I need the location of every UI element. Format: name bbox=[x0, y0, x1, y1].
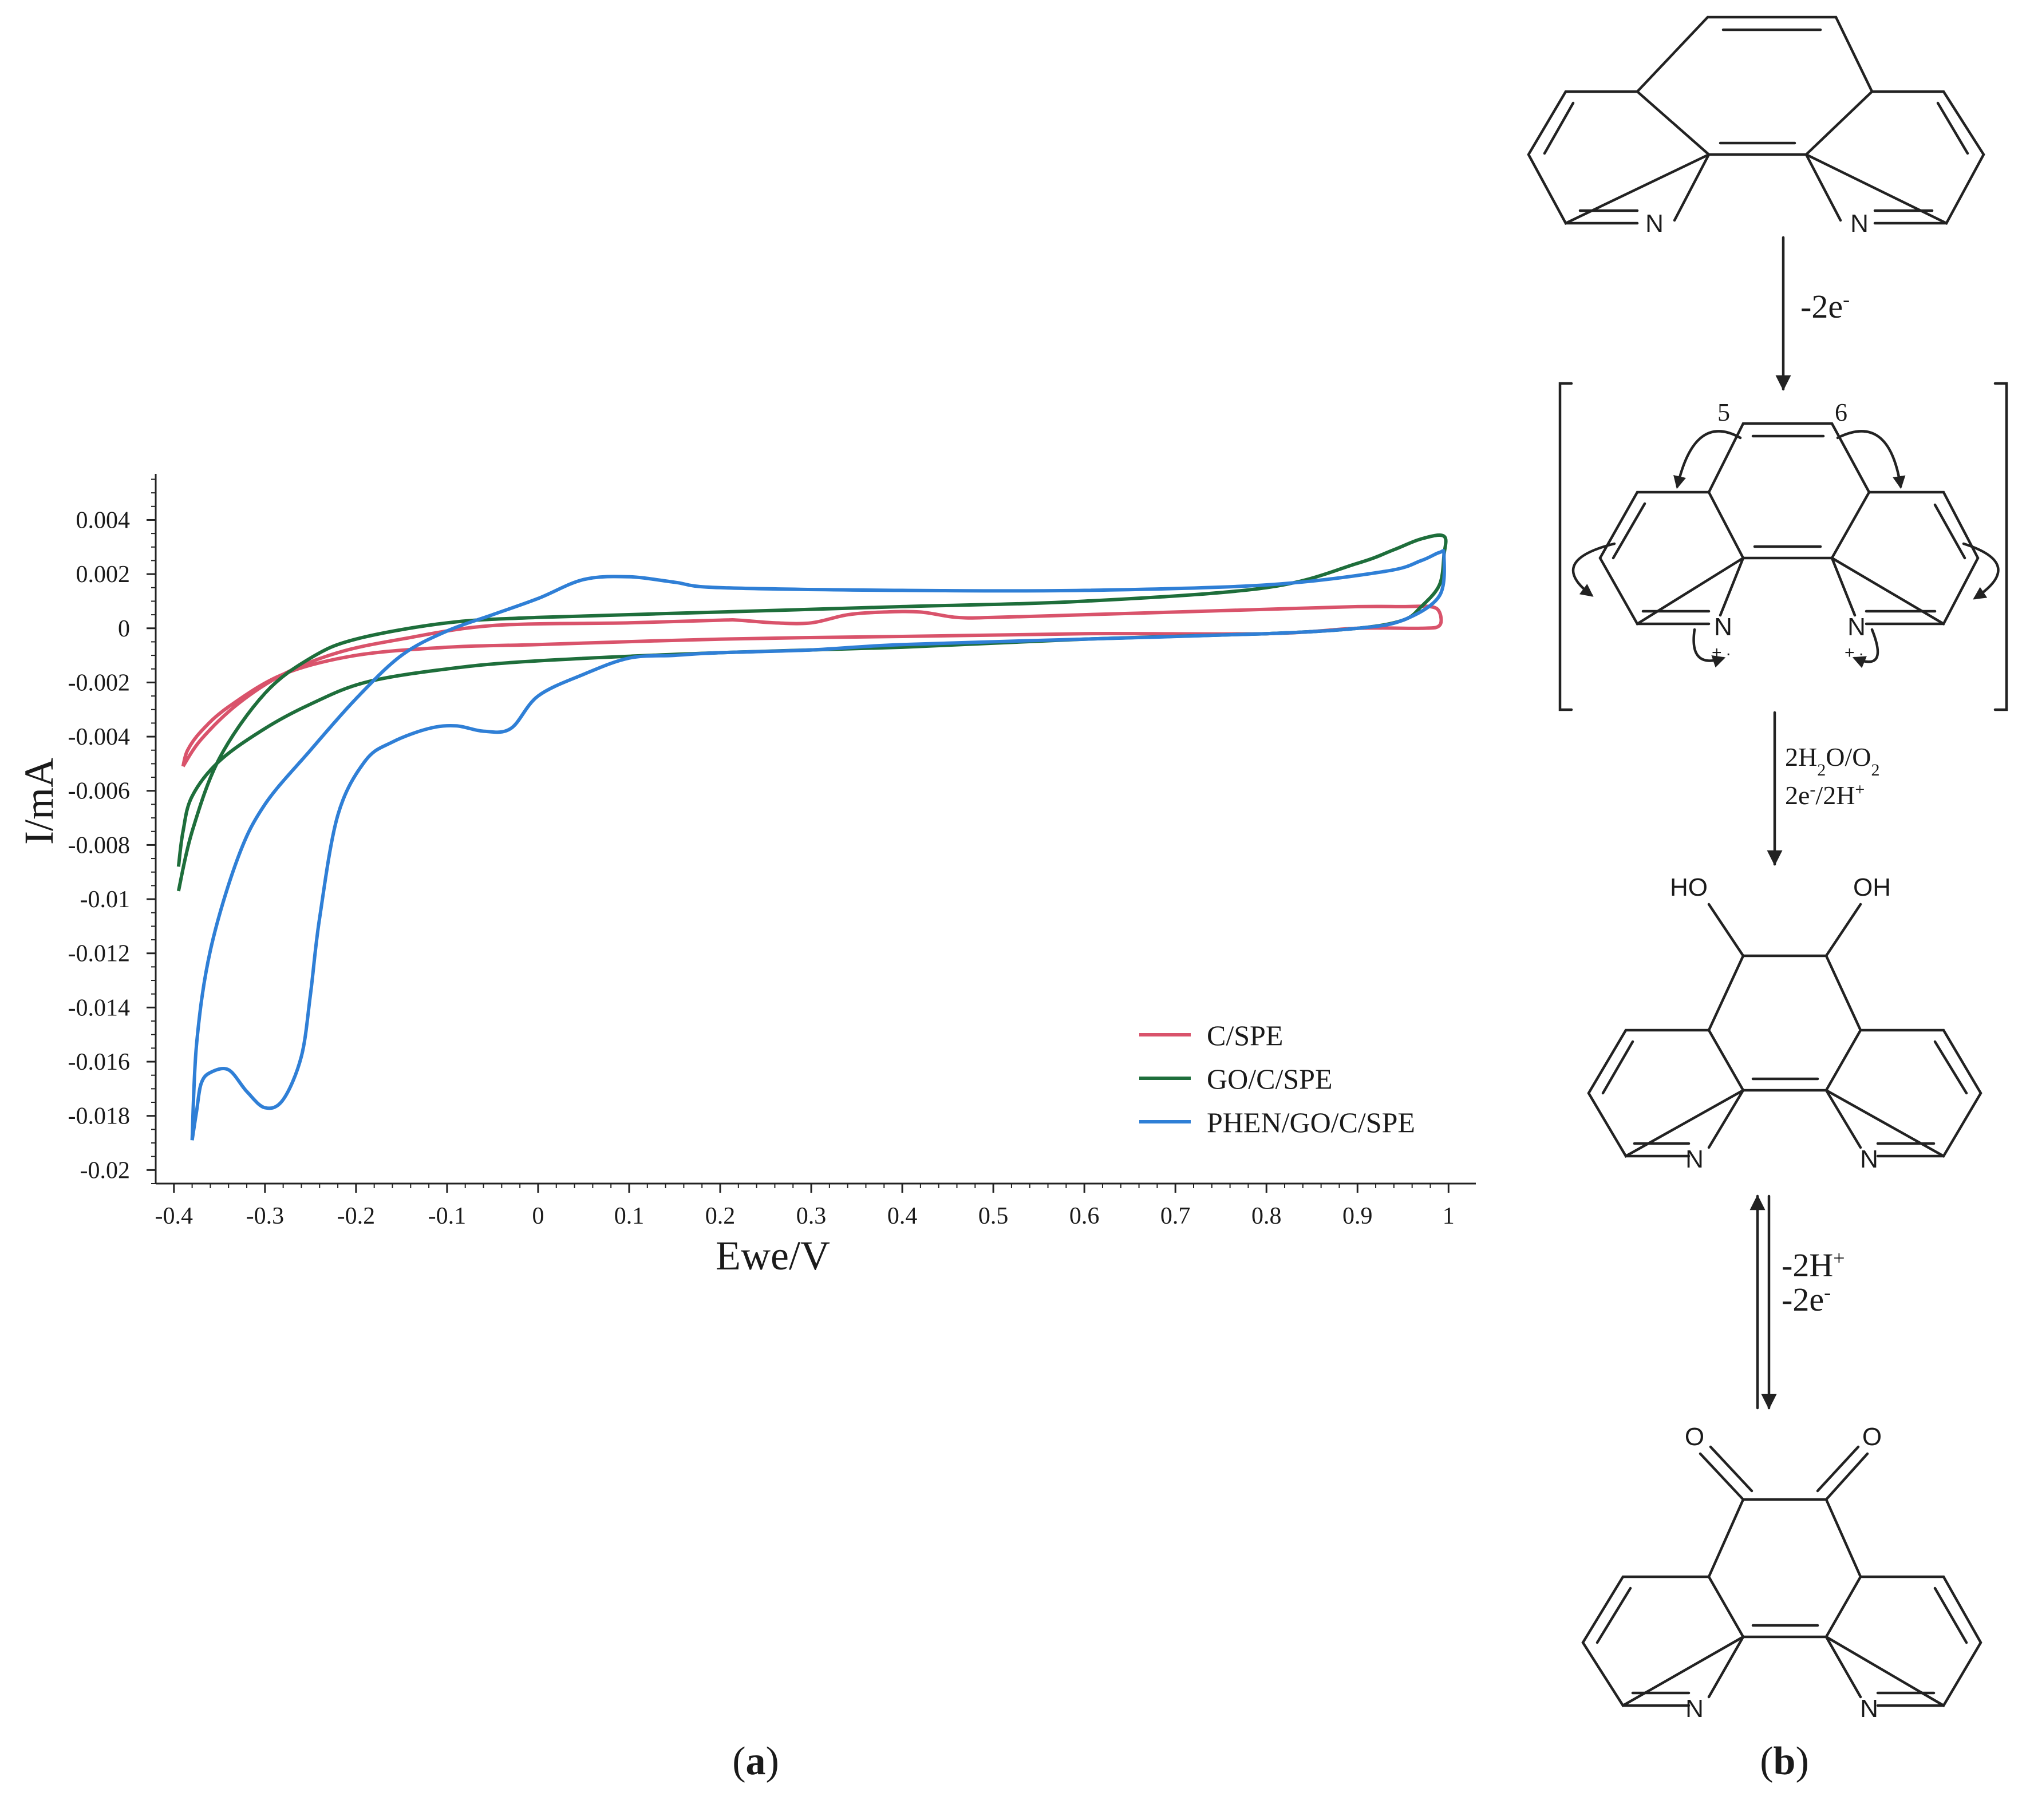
charge-right: + bbox=[1845, 643, 1855, 662]
x-tick-label: 0.5 bbox=[978, 1203, 1009, 1229]
y-tick-label: -0.01 bbox=[80, 887, 131, 913]
legend: C/SPE GO/C/SPE PHEN/GO/C/SPE bbox=[1139, 1019, 1415, 1138]
panel-a-label: (a) bbox=[732, 1739, 779, 1783]
x-tick-label: 0.6 bbox=[1069, 1203, 1100, 1229]
x-tick-label: 0.4 bbox=[887, 1203, 918, 1229]
step2-label-line2: 2e-/2H+ bbox=[1785, 780, 1865, 810]
atom-n-right-cation: N bbox=[1847, 613, 1866, 641]
series-line-c-spe bbox=[181, 604, 1443, 767]
step2-label-line1: 2H2O/O2 bbox=[1785, 742, 1879, 780]
atom-o-right: O bbox=[1862, 1423, 1882, 1451]
atom-ho: HO bbox=[1670, 873, 1708, 901]
atom-n-left-cation: N bbox=[1714, 613, 1732, 641]
x-tick-label: 1 bbox=[1443, 1203, 1455, 1229]
step3-label-line2: -2e- bbox=[1782, 1281, 1831, 1318]
y-axis-title: I/mA bbox=[16, 758, 62, 845]
atom-n-left: N bbox=[1645, 209, 1664, 238]
chart-series bbox=[176, 533, 1448, 1141]
legend-label-phen-go-c-spe: PHEN/GO/C/SPE bbox=[1207, 1106, 1415, 1138]
series-line-phen-go-c-spe bbox=[190, 549, 1446, 1141]
x-tick-label: -0.1 bbox=[428, 1203, 467, 1229]
step3-label-line1: -2H+ bbox=[1782, 1247, 1845, 1284]
atom-n-right-dione: N bbox=[1860, 1695, 1878, 1723]
y-tick-label: -0.004 bbox=[68, 724, 131, 750]
legend-label-c-spe: C/SPE bbox=[1207, 1019, 1283, 1051]
y-tick-label: -0.006 bbox=[68, 778, 131, 805]
x-axis-title: Ewe/V bbox=[716, 1233, 830, 1279]
x-tick-label: -0.4 bbox=[155, 1203, 193, 1229]
radical-right: . bbox=[1859, 640, 1863, 659]
reaction-scheme: N N -2e- N N + . + . bbox=[1527, 15, 2008, 1783]
legend-label-go-c-spe: GO/C/SPE bbox=[1207, 1063, 1333, 1095]
y-tick-label: -0.008 bbox=[68, 832, 131, 858]
atom-n-left-diol: N bbox=[1685, 1145, 1704, 1173]
y-tick-label: -0.002 bbox=[68, 670, 131, 696]
y-tick-label: -0.02 bbox=[80, 1157, 131, 1184]
x-tick-label: -0.3 bbox=[246, 1203, 285, 1229]
x-tick-label: 0.7 bbox=[1160, 1203, 1191, 1229]
cv-chart: -0.4 -0.3 -0.2 -0.1 0 0.1 0.2 0.3 0.4 0.5 0.6 0.7 0.… bbox=[16, 474, 1476, 1783]
x-tick-label: 0 bbox=[532, 1203, 544, 1229]
atom-n-left-dione: N bbox=[1685, 1695, 1704, 1723]
y-tick-label: 0.004 bbox=[76, 507, 131, 533]
atom-n-right: N bbox=[1850, 209, 1869, 238]
y-tick-label: -0.018 bbox=[68, 1103, 131, 1130]
molecule-phenanthroline: N N bbox=[1527, 15, 1985, 238]
x-tick-label: 0.1 bbox=[614, 1203, 645, 1229]
panel-b-label: (b) bbox=[1760, 1739, 1809, 1783]
y-tick-label: 0 bbox=[118, 616, 130, 642]
position-6-label: 6 bbox=[1835, 398, 1847, 426]
chart-ticks: -0.4 -0.3 -0.2 -0.1 0 0.1 0.2 0.3 0.4 0.5 0.6 0.7 0.… bbox=[68, 478, 1455, 1229]
y-tick-label: 0.002 bbox=[76, 561, 131, 588]
x-tick-label: -0.2 bbox=[337, 1203, 376, 1229]
y-tick-label: -0.014 bbox=[68, 995, 131, 1021]
y-tick-label: -0.016 bbox=[68, 1049, 131, 1075]
molecule-diol: HO OH N N bbox=[1587, 873, 1982, 1173]
position-5-label: 5 bbox=[1717, 398, 1730, 426]
molecule-dione: O O N N bbox=[1581, 1423, 1982, 1723]
x-tick-label: 0.9 bbox=[1342, 1203, 1373, 1229]
atom-oh: OH bbox=[1853, 873, 1891, 901]
atom-o-left: O bbox=[1685, 1423, 1704, 1451]
step1-label: -2e- bbox=[1800, 288, 1850, 325]
atom-n-right-diol: N bbox=[1860, 1145, 1878, 1173]
x-tick-label: 0.3 bbox=[796, 1203, 827, 1229]
y-tick-label: -0.012 bbox=[68, 941, 131, 967]
chart-axes bbox=[155, 474, 1476, 1185]
molecule-intermediate: N N + . + . 5 6 bbox=[1558, 382, 2008, 711]
x-tick-label: 0.8 bbox=[1251, 1203, 1282, 1229]
radical-left: . bbox=[1726, 640, 1731, 659]
x-tick-label: 0.2 bbox=[705, 1203, 736, 1229]
